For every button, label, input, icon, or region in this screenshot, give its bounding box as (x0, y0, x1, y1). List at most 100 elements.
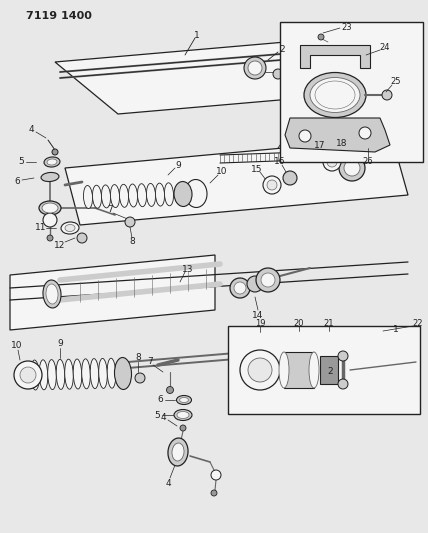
Ellipse shape (65, 224, 75, 231)
Text: 9: 9 (57, 340, 63, 349)
Bar (320, 356, 338, 384)
Text: 7: 7 (107, 206, 113, 214)
Text: 26: 26 (363, 157, 373, 166)
Text: 25: 25 (391, 77, 401, 86)
Ellipse shape (137, 184, 146, 207)
Ellipse shape (110, 184, 119, 207)
Ellipse shape (101, 185, 110, 208)
Text: 10: 10 (11, 342, 23, 351)
Circle shape (43, 213, 57, 227)
Ellipse shape (179, 398, 188, 402)
Text: 3: 3 (312, 93, 318, 101)
Ellipse shape (41, 173, 59, 182)
Text: 7: 7 (147, 358, 153, 367)
Circle shape (320, 340, 336, 356)
Ellipse shape (47, 159, 57, 165)
Ellipse shape (119, 184, 128, 207)
Circle shape (318, 34, 324, 40)
Polygon shape (285, 118, 390, 152)
Circle shape (323, 153, 341, 171)
Ellipse shape (99, 358, 107, 389)
Circle shape (263, 176, 281, 194)
Text: 7119 1400: 7119 1400 (26, 11, 92, 21)
Ellipse shape (128, 184, 137, 207)
Polygon shape (300, 45, 370, 68)
Ellipse shape (92, 185, 101, 208)
Circle shape (244, 57, 266, 79)
Ellipse shape (310, 77, 360, 112)
Text: 1: 1 (194, 30, 200, 39)
Circle shape (230, 278, 250, 298)
Polygon shape (10, 255, 215, 330)
Ellipse shape (176, 395, 191, 405)
Ellipse shape (90, 359, 99, 389)
Text: 4: 4 (160, 414, 166, 423)
Ellipse shape (83, 185, 92, 208)
Ellipse shape (168, 438, 188, 466)
Bar (284, 352, 314, 388)
Circle shape (166, 386, 173, 393)
Text: 22: 22 (413, 319, 423, 327)
Ellipse shape (174, 182, 192, 206)
Text: 14: 14 (253, 311, 264, 319)
Ellipse shape (107, 358, 116, 388)
Circle shape (382, 90, 392, 100)
Circle shape (248, 61, 262, 75)
Ellipse shape (43, 280, 61, 308)
Ellipse shape (185, 180, 207, 207)
Text: 6: 6 (157, 395, 163, 405)
Polygon shape (65, 138, 408, 225)
Text: 23: 23 (342, 22, 352, 31)
Circle shape (135, 373, 145, 383)
Circle shape (338, 351, 348, 361)
Text: 20: 20 (294, 319, 304, 327)
Circle shape (283, 171, 297, 185)
Ellipse shape (304, 72, 366, 117)
Circle shape (299, 130, 311, 142)
Circle shape (324, 343, 333, 352)
Ellipse shape (48, 360, 56, 390)
Circle shape (234, 282, 246, 294)
Circle shape (267, 180, 277, 190)
Ellipse shape (174, 409, 192, 421)
Ellipse shape (279, 352, 289, 388)
Text: 12: 12 (54, 240, 65, 249)
Text: 24: 24 (380, 44, 390, 52)
Circle shape (20, 367, 36, 383)
Circle shape (256, 268, 280, 292)
Ellipse shape (82, 359, 90, 389)
Circle shape (240, 350, 280, 390)
Ellipse shape (42, 203, 58, 213)
Text: 2: 2 (327, 367, 333, 376)
Circle shape (14, 361, 42, 389)
Ellipse shape (155, 183, 164, 206)
Text: 6: 6 (14, 176, 20, 185)
Circle shape (47, 235, 53, 241)
Text: 8: 8 (135, 353, 141, 362)
Text: 4: 4 (28, 125, 34, 133)
Ellipse shape (56, 359, 65, 390)
Ellipse shape (39, 360, 48, 390)
Circle shape (247, 276, 263, 292)
Ellipse shape (172, 443, 184, 461)
Text: 2: 2 (279, 44, 285, 53)
Ellipse shape (46, 284, 58, 304)
Ellipse shape (164, 183, 173, 206)
Circle shape (211, 490, 217, 496)
Ellipse shape (114, 358, 131, 390)
Circle shape (261, 273, 275, 287)
Circle shape (344, 160, 360, 176)
Text: 10: 10 (216, 167, 228, 176)
Circle shape (248, 358, 272, 382)
Ellipse shape (177, 411, 189, 418)
Text: 8: 8 (129, 238, 135, 246)
Text: 9: 9 (175, 160, 181, 169)
Text: 1: 1 (393, 325, 399, 334)
Circle shape (273, 69, 283, 79)
Ellipse shape (309, 352, 319, 388)
Text: 18: 18 (336, 140, 348, 149)
Text: 11: 11 (35, 223, 47, 232)
Ellipse shape (39, 201, 61, 215)
Circle shape (77, 233, 87, 243)
Circle shape (327, 157, 337, 167)
